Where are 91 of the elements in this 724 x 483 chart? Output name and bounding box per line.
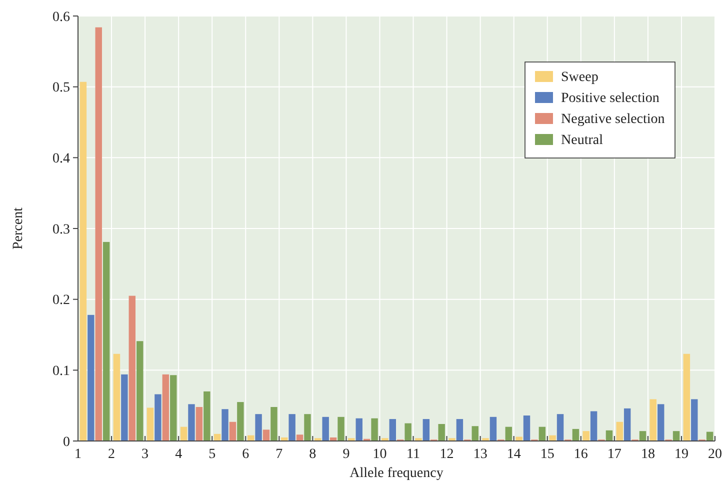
bar <box>88 314 94 441</box>
y-tick-label: 0.1 <box>52 364 70 380</box>
x-tick-label: 11 <box>406 447 420 462</box>
bar <box>523 416 530 441</box>
x-tick-label: 19 <box>674 447 688 462</box>
x-axis-title: Allele frequency <box>350 466 444 481</box>
x-tick-label: 12 <box>440 447 454 462</box>
bar <box>80 82 87 441</box>
bar <box>102 242 110 441</box>
bar <box>162 374 170 441</box>
bar <box>639 431 646 441</box>
bar <box>691 399 698 441</box>
x-tick-label: 3 <box>142 447 149 462</box>
bar <box>582 431 590 441</box>
bar <box>456 419 464 441</box>
bar <box>322 416 329 441</box>
bar <box>204 391 210 441</box>
bar <box>170 375 177 441</box>
bar <box>404 423 412 441</box>
bar <box>624 408 631 441</box>
bar <box>371 418 378 441</box>
bar <box>472 426 478 441</box>
legend-label: Sweep <box>561 70 598 85</box>
bar <box>556 414 564 441</box>
y-tick-label: 0.5 <box>52 80 70 96</box>
x-tick-label: 17 <box>607 447 622 462</box>
bar <box>128 296 136 441</box>
y-tick-label: 0.2 <box>52 293 70 308</box>
bar <box>590 411 598 441</box>
y-tick-label: 0.3 <box>52 222 70 238</box>
bar <box>229 422 236 441</box>
bar <box>121 374 128 441</box>
bar <box>348 438 355 441</box>
bar <box>658 404 664 441</box>
x-tick-label: 4 <box>175 447 182 462</box>
bar <box>304 414 311 441</box>
bar <box>505 426 512 441</box>
x-tick-label: 20 <box>708 447 722 462</box>
bar <box>262 430 270 441</box>
bar <box>356 418 362 441</box>
bar <box>288 414 296 441</box>
legend-label: Negative selection <box>561 112 665 127</box>
bar <box>389 419 396 441</box>
bar <box>136 341 144 441</box>
bar <box>255 414 262 441</box>
x-tick-label: 13 <box>473 447 488 462</box>
x-tick-label: 8 <box>309 447 316 462</box>
y-axis-title: Percent <box>11 207 26 250</box>
bar <box>196 407 203 441</box>
bar <box>113 354 120 441</box>
x-tick-label: 9 <box>342 447 350 462</box>
x-tick-label: 2 <box>108 447 116 462</box>
bar <box>482 438 489 441</box>
legend-label: Positive selection <box>561 91 660 106</box>
x-tick-label: 16 <box>574 447 588 462</box>
bar <box>338 416 344 441</box>
bar <box>538 426 546 441</box>
legend-label: Neutral <box>561 133 604 148</box>
bar <box>490 416 497 441</box>
bar <box>188 404 195 441</box>
bar <box>415 438 422 441</box>
x-tick-label: 14 <box>506 447 521 462</box>
bar <box>222 409 228 441</box>
bar <box>382 438 388 441</box>
bar <box>154 394 162 441</box>
bar <box>650 399 656 441</box>
bar <box>606 430 613 441</box>
x-tick-label: 5 <box>208 447 216 462</box>
bar <box>448 438 456 441</box>
bar <box>296 434 304 441</box>
bar <box>672 431 680 441</box>
bar <box>549 435 556 441</box>
y-tick-label: 0.4 <box>52 152 70 167</box>
y-tick-label: 0.6 <box>52 10 70 25</box>
x-tick-label: 1 <box>74 447 82 462</box>
bar <box>422 419 430 441</box>
bar <box>270 407 278 441</box>
y-tick-label: 0 <box>63 434 70 450</box>
x-tick-label: 10 <box>372 447 387 462</box>
x-tick-label: 6 <box>242 447 250 462</box>
bar <box>616 422 623 441</box>
x-tick-label: 7 <box>276 447 283 462</box>
bar <box>180 426 188 441</box>
bar <box>95 27 102 441</box>
bar <box>237 402 244 441</box>
bar <box>572 428 580 441</box>
x-tick-label: 15 <box>540 447 554 462</box>
bar <box>683 354 690 441</box>
bar <box>146 408 154 441</box>
bar <box>438 424 445 441</box>
x-tick-label: 18 <box>640 447 655 462</box>
